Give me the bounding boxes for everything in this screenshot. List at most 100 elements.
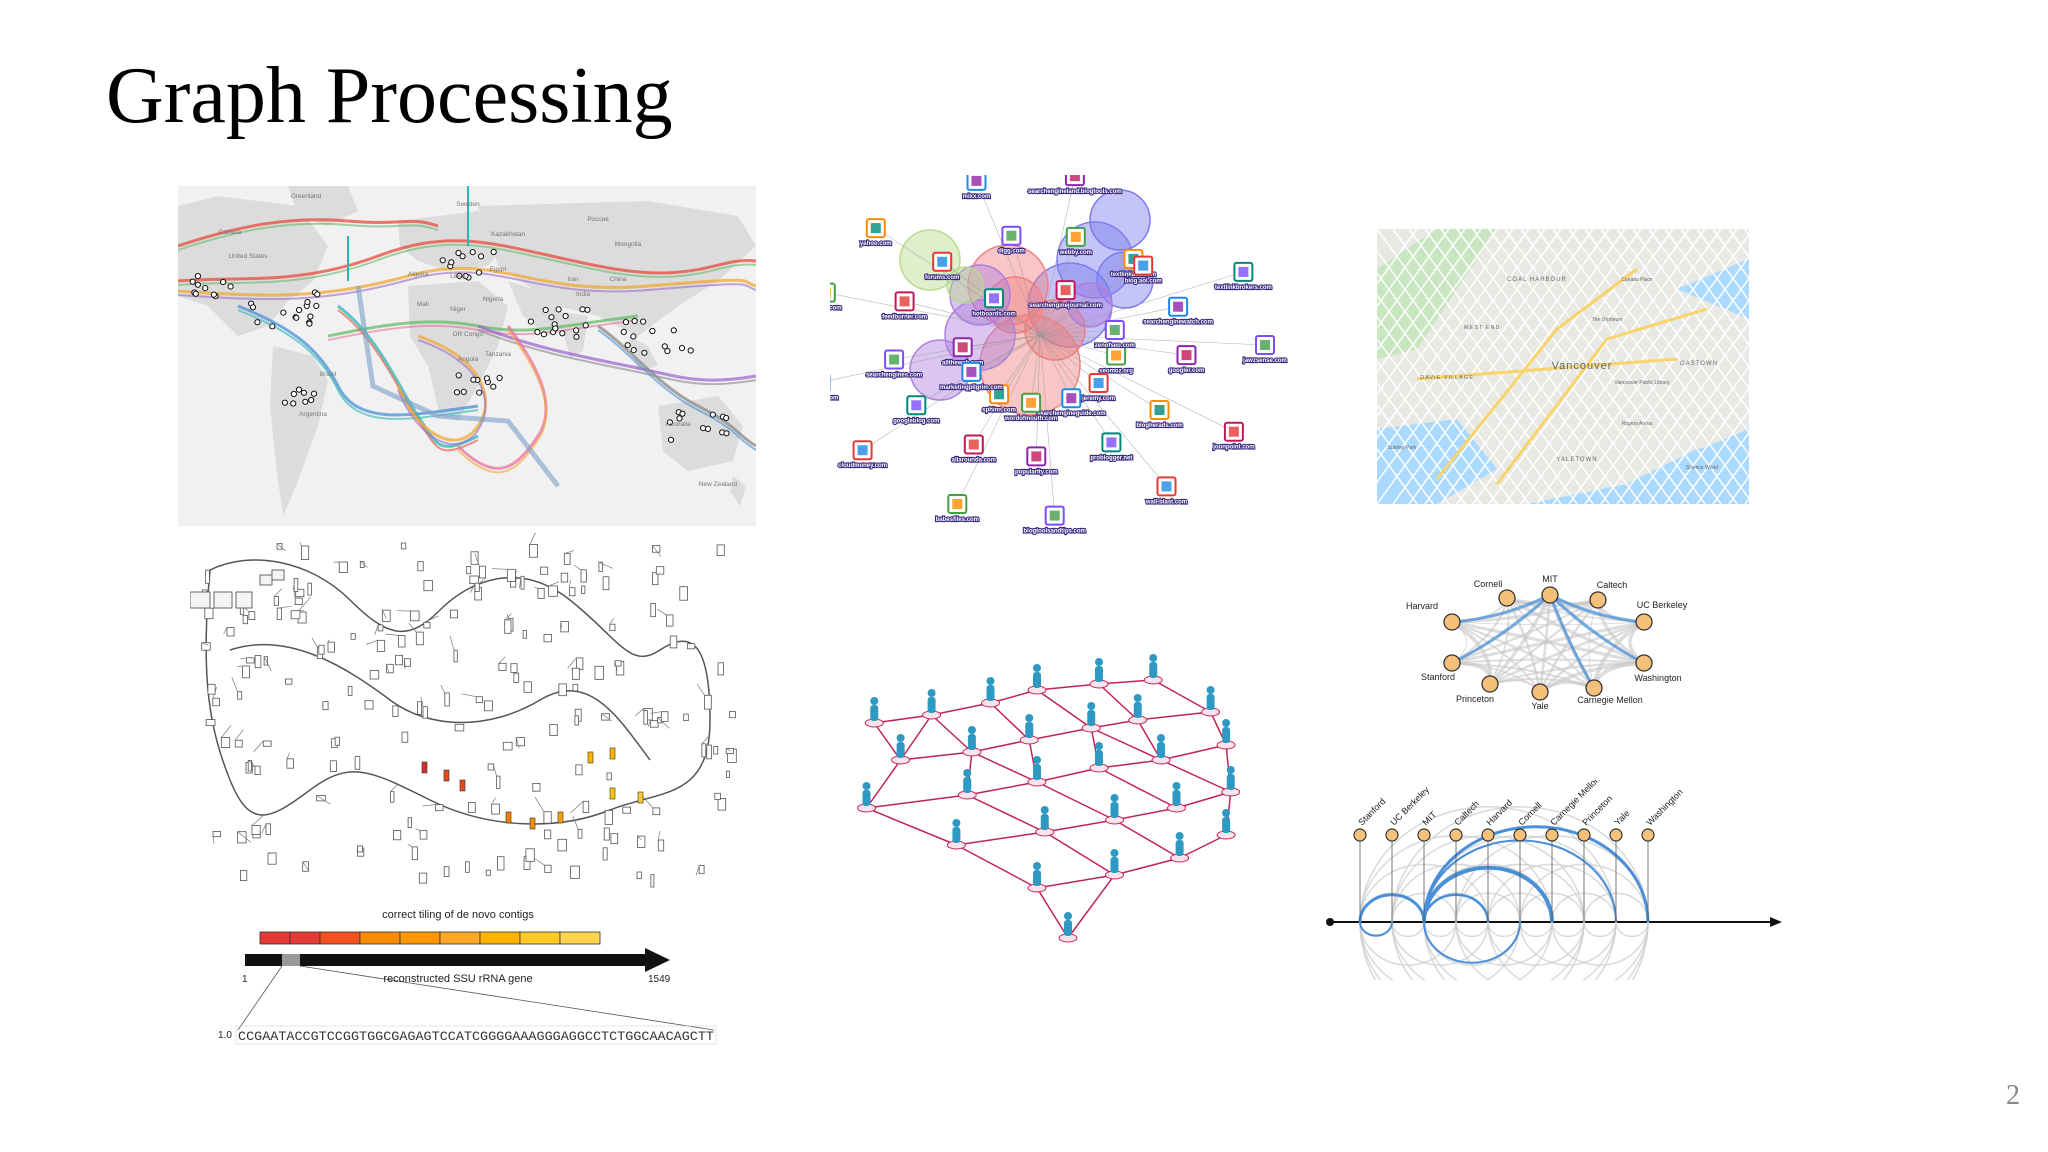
contig-assembly-graphic: correct tiling of de novo contigs recons… bbox=[190, 532, 737, 1045]
street-b bbox=[1520, 229, 1722, 504]
contig-node bbox=[571, 667, 580, 680]
contig-node bbox=[582, 800, 590, 813]
street-b bbox=[1392, 229, 1594, 504]
people-link-33 bbox=[956, 831, 1045, 846]
contig-node bbox=[254, 655, 262, 669]
contig-edge bbox=[647, 720, 651, 728]
university-network-graphic: MIT Cornell Caltech Harvard UC Berkeley Stanf… bbox=[1406, 574, 1688, 711]
gene-start-label: 1 bbox=[242, 974, 248, 985]
person-body-11 bbox=[1206, 694, 1215, 710]
contig-node bbox=[294, 597, 303, 605]
cable-parallel-2 bbox=[237, 309, 479, 420]
cluster-bubble-0 bbox=[1089, 189, 1151, 251]
street-b bbox=[1600, 299, 1749, 504]
people-link-8 bbox=[1036, 689, 1092, 729]
contig-edge bbox=[601, 713, 612, 722]
cable-9 bbox=[396, 334, 487, 442]
street-b bbox=[1440, 229, 1642, 504]
blog-node-label-4: fragsite.com bbox=[830, 396, 838, 402]
tiling-segment-2 bbox=[319, 931, 361, 945]
landing-point bbox=[476, 389, 483, 396]
contig-node bbox=[636, 835, 646, 848]
landing-point bbox=[664, 347, 671, 355]
blog-node-label-1: jawzsense.com bbox=[1242, 358, 1287, 364]
blog-network-graphic: jawzsense.com wall-blast.com babesfiles.co… bbox=[830, 175, 1288, 536]
person-head-6 bbox=[896, 734, 905, 742]
highlighted-contig-0 bbox=[421, 761, 428, 774]
contig-edge bbox=[231, 677, 239, 692]
contig-edge bbox=[491, 797, 496, 805]
highlighted-contig-7 bbox=[609, 747, 616, 760]
landing-point bbox=[620, 328, 627, 335]
blog-edge-10 bbox=[862, 334, 1041, 451]
people-link-23 bbox=[967, 781, 1038, 796]
contig-node bbox=[549, 723, 558, 736]
contig-node bbox=[212, 697, 220, 707]
street-b bbox=[1552, 233, 1749, 504]
map-label-16: DR Congo bbox=[453, 331, 484, 338]
contig-node bbox=[669, 635, 678, 649]
contig-node bbox=[520, 575, 525, 590]
contig-edge bbox=[261, 823, 267, 834]
contig-edge bbox=[253, 740, 264, 753]
street-b bbox=[1408, 229, 1610, 504]
contig-edge bbox=[498, 656, 506, 664]
landing-point bbox=[584, 306, 591, 313]
city-map-label-10: Rogers Arena bbox=[1622, 421, 1653, 427]
people-link-38 bbox=[1044, 831, 1115, 876]
blog-edge-13 bbox=[1039, 258, 1134, 336]
contig-edge bbox=[360, 561, 368, 568]
contig-node bbox=[246, 657, 255, 664]
slide-number: 2 bbox=[2006, 1080, 2020, 1111]
contig-node bbox=[655, 566, 665, 575]
blog-edge-2 bbox=[1039, 334, 1167, 487]
arc-axis-start bbox=[1326, 918, 1334, 926]
blog-edge-33 bbox=[1039, 329, 1115, 336]
contig-node bbox=[207, 683, 216, 695]
person-body-16 bbox=[1157, 742, 1165, 758]
contig-node bbox=[327, 641, 335, 653]
person-body-13 bbox=[963, 777, 972, 793]
contig-node bbox=[496, 856, 505, 871]
people-link-44 bbox=[1036, 887, 1069, 939]
people-link-36 bbox=[1176, 791, 1231, 809]
uni-edge bbox=[1588, 599, 1599, 689]
landing-point bbox=[641, 349, 648, 356]
contig-node bbox=[400, 542, 407, 550]
contig-node bbox=[614, 660, 622, 667]
street-b bbox=[1377, 229, 1450, 330]
blog-node-favicon-1 bbox=[1260, 340, 1270, 350]
person-head-9 bbox=[1087, 702, 1096, 710]
person-body-21 bbox=[1172, 790, 1181, 806]
cable-2 bbox=[237, 304, 479, 417]
landing-point bbox=[469, 249, 476, 256]
person-body-20 bbox=[1110, 802, 1119, 818]
person-body-4 bbox=[1095, 666, 1103, 682]
blog-edge-26 bbox=[1039, 265, 1144, 336]
tiling-segment-7 bbox=[519, 931, 561, 945]
contig-node bbox=[449, 609, 458, 619]
contig-node bbox=[254, 765, 261, 776]
sequence-frame bbox=[235, 1025, 717, 1045]
contig-node bbox=[698, 865, 705, 875]
landing-point bbox=[559, 330, 566, 337]
contig-node bbox=[483, 700, 493, 712]
city-street-map: COAL HARBOUR WEST END Vancouver DAVIE VILLA… bbox=[1377, 229, 1749, 504]
uni-label-7: Princeton bbox=[1456, 694, 1494, 704]
blog-node-label-33: zenofseo.com bbox=[1095, 343, 1135, 349]
people-link-30 bbox=[1098, 767, 1177, 809]
blog-node-favicon-9 bbox=[1049, 510, 1060, 521]
landing-point bbox=[723, 414, 730, 422]
contig-node bbox=[725, 747, 735, 754]
contig-node bbox=[201, 642, 211, 651]
uni-node-5 bbox=[1443, 654, 1461, 672]
zoom-line-right bbox=[299, 965, 715, 1031]
blog-edge-8 bbox=[1039, 334, 1235, 432]
contig-edge bbox=[237, 831, 252, 843]
people-link-25 bbox=[1098, 759, 1162, 769]
gene-arrow-body bbox=[245, 954, 645, 966]
contig-node bbox=[557, 838, 567, 852]
arc-edge bbox=[1455, 921, 1553, 966]
person-body-5 bbox=[1149, 662, 1158, 678]
contig-node bbox=[242, 665, 250, 679]
